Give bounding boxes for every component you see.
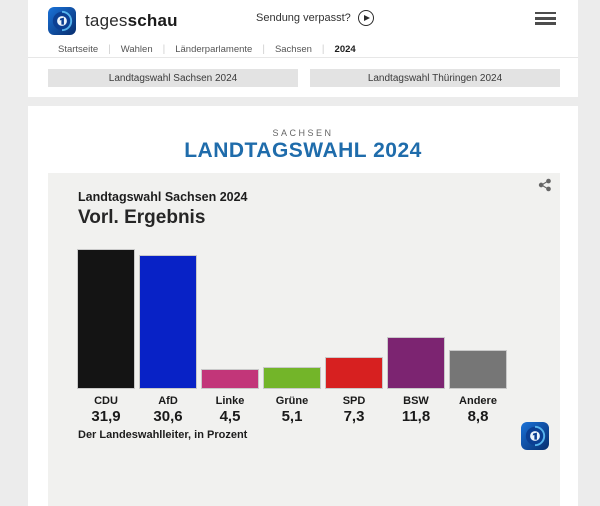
bar-value-bsw: 11,8 [401, 408, 431, 425]
bar-area [449, 249, 507, 389]
bar-area [201, 249, 259, 389]
bar-value-cdu: 31,9 [91, 408, 121, 425]
breadcrumb-item-startseite[interactable]: Startseite [58, 43, 99, 55]
bar-value-afd: 30,6 [153, 408, 183, 425]
tab-landtagswahl-thueringen[interactable]: Landtagswahl Thüringen 2024 [310, 69, 560, 87]
chart-title: Landtagswahl Sachsen 2024 [78, 190, 248, 204]
breadcrumb-item-2024[interactable]: 2024 [334, 43, 356, 55]
breadcrumb-item-wahlen[interactable]: Wahlen [120, 43, 153, 55]
bar-grüne [263, 367, 321, 389]
bar-andere [449, 350, 507, 389]
bar-column-grüne: Grüne 5,1 [263, 249, 321, 425]
bar-column-spd: SPD 7,3 [325, 249, 383, 425]
breadcrumb-item-sachsen[interactable]: Sachsen [274, 43, 312, 55]
tagesschau-logo-icon [48, 7, 76, 35]
bar-label-bsw: BSW [403, 395, 429, 407]
breadcrumb-item-länderparlamente[interactable]: Länderparlamente [175, 43, 253, 55]
bar-label-andere: Andere [459, 395, 497, 407]
results-chart: Landtagswahl Sachsen 2024 Vorl. Ergebnis… [48, 173, 560, 506]
bar-value-grüne: 5,1 [281, 408, 303, 425]
share-icon[interactable] [538, 178, 552, 192]
bar-area [139, 249, 197, 389]
brand-wordmark: tagesschau [85, 11, 178, 30]
bar-area [387, 249, 445, 389]
bar-value-linke: 4,5 [219, 408, 241, 425]
bar-label-linke: Linke [215, 395, 245, 407]
chart-source: Der Landeswahlleiter, in Prozent [78, 429, 248, 441]
bar-column-linke: Linke 4,5 [201, 249, 259, 425]
play-icon [357, 10, 374, 26]
breadcrumb-separator: | [108, 43, 111, 55]
bar-column-afd: AfD 30,6 [139, 249, 197, 425]
main-content: SACHSEN LANDTAGSWAHL 2024 Landtagswahl S… [28, 106, 578, 506]
breadcrumb-separator: | [162, 43, 166, 55]
bar-label-spd: SPD [342, 395, 366, 407]
sendung-verpasst-label: Sendung verpasst? [256, 12, 351, 24]
bar-afd [139, 255, 197, 389]
bar-column-andere: Andere 8,8 [449, 249, 507, 425]
bar-area [263, 249, 321, 389]
region-kicker: SACHSEN [272, 128, 334, 138]
tagesschau-home-link[interactable]: tagesschau [48, 7, 178, 35]
election-tabs: Landtagswahl Sachsen 2024 Landtagswahl T… [48, 69, 560, 87]
bar-label-grüne: Grüne [275, 395, 309, 407]
breadcrumb-separator: | [321, 43, 325, 55]
bar-column-cdu: CDU 31,9 [77, 249, 135, 425]
bar-linke [201, 369, 259, 389]
bar-label-afd: AfD [158, 395, 178, 407]
menu-icon[interactable] [535, 12, 556, 28]
tagesschau-footer-logo-icon [521, 422, 549, 450]
sendung-verpasst-link[interactable]: Sendung verpasst? [256, 10, 374, 26]
breadcrumb-separator: | [262, 43, 265, 55]
bar-bsw [387, 337, 445, 389]
bar-area [77, 249, 135, 389]
bar-spd [325, 357, 383, 389]
site-header: tagesschau Sendung verpasst? Startseite |… [28, 0, 578, 97]
tab-landtagswahl-sachsen[interactable]: Landtagswahl Sachsen 2024 [48, 69, 298, 87]
bar-chart: CDU 31,9 AfD 30,6 Linke 4,5 Grüne 5,1 SPD 7,3 BSW 1… [77, 249, 507, 425]
bar-value-andere: 8,8 [467, 408, 489, 425]
chart-subtitle: Vorl. Ergebnis [78, 207, 206, 228]
bar-cdu [77, 249, 135, 389]
bar-column-bsw: BSW 11,8 [387, 249, 445, 425]
page-title: LANDTAGSWAHL 2024 [184, 139, 422, 162]
bar-label-cdu: CDU [94, 395, 118, 407]
bar-area [325, 249, 383, 389]
breadcrumb: Startseite | Wahlen | Länderparlamente | Sachs… [28, 41, 578, 58]
bar-value-spd: 7,3 [343, 408, 365, 425]
